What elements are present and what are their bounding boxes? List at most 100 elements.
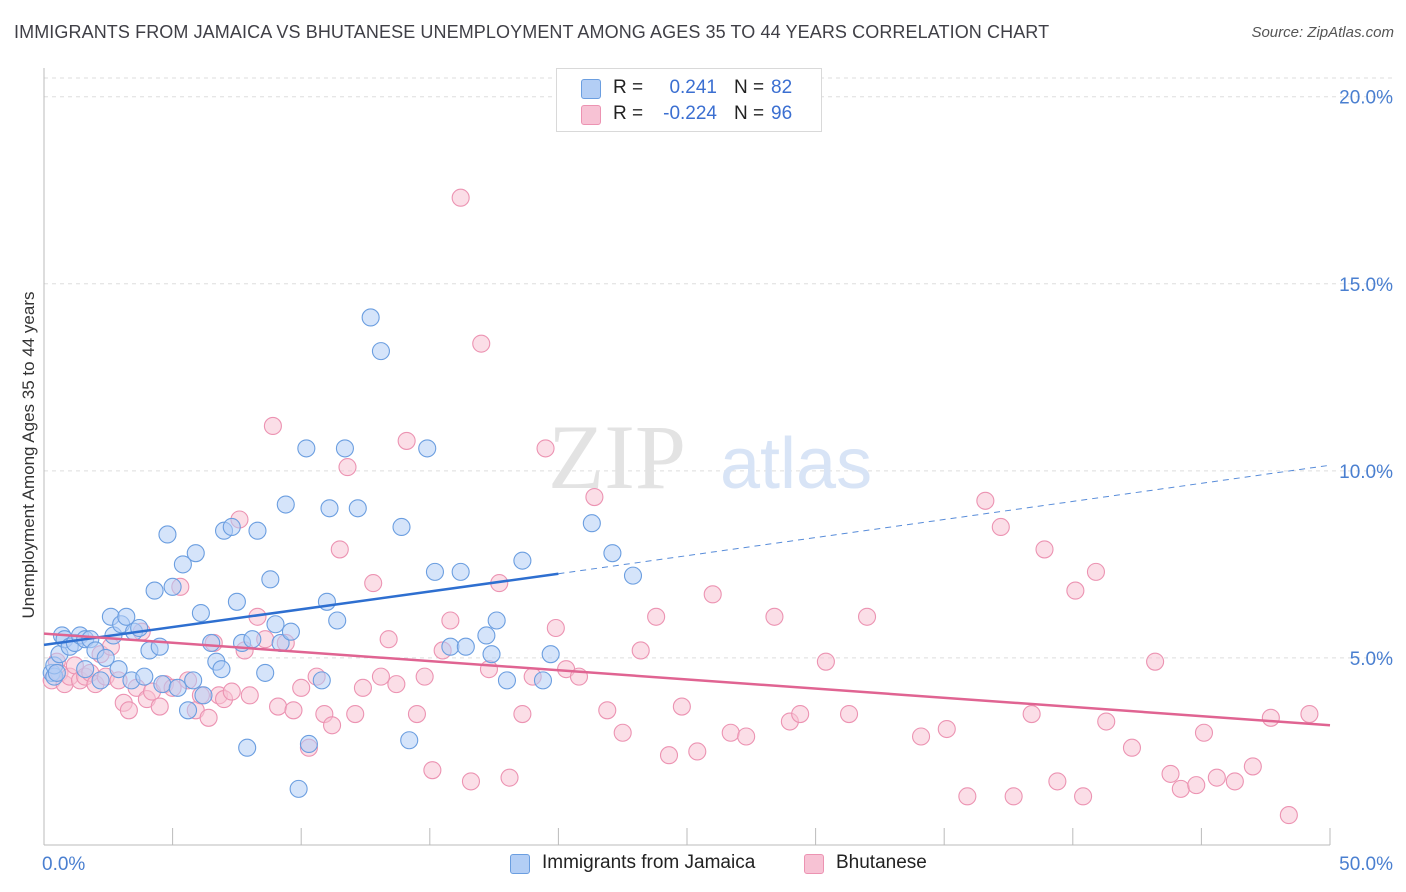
point-jamaica — [76, 660, 95, 679]
point-bhutanese — [857, 607, 877, 626]
y-tick-label: 15.0% — [1339, 275, 1393, 296]
point-bhutanese — [330, 540, 349, 559]
point-jamaica — [153, 675, 172, 694]
point-bhutanese — [1074, 787, 1093, 806]
series-swatch-jamaica — [510, 854, 530, 874]
point-bhutanese — [937, 719, 956, 739]
point-jamaica — [191, 603, 210, 623]
point-bhutanese — [353, 678, 372, 697]
x-tick-label: 0.0% — [42, 854, 85, 875]
point-jamaica — [145, 581, 164, 600]
point-jamaica — [482, 645, 501, 664]
watermark: ZIP atlas — [548, 406, 872, 508]
legend-r-value: -0.224 — [663, 103, 717, 124]
point-bhutanese — [199, 708, 218, 727]
point-bhutanese — [387, 675, 406, 694]
x-tick-label: 50.0% — [1339, 854, 1393, 875]
point-bhutanese — [613, 723, 632, 742]
point-jamaica — [186, 544, 205, 563]
point-jamaica — [533, 671, 553, 690]
point-bhutanese — [263, 416, 282, 436]
watermark-text-atlas: atlas — [720, 424, 872, 504]
point-bhutanese — [631, 641, 650, 660]
y-tick-label: 20.0% — [1339, 88, 1393, 109]
series-label-bhutanese: Bhutanese — [836, 852, 927, 873]
legend-n-value: 96 — [771, 103, 793, 124]
point-jamaica — [299, 734, 318, 754]
point-jamaica — [320, 499, 339, 518]
point-bhutanese — [912, 727, 931, 746]
point-bhutanese — [1207, 768, 1226, 787]
point-bhutanese — [839, 704, 859, 724]
point-bhutanese — [1171, 779, 1190, 798]
legend-n-label: N = — [734, 103, 765, 124]
point-jamaica — [243, 630, 262, 649]
point-jamaica — [276, 495, 295, 514]
point-jamaica — [202, 633, 221, 653]
point-jamaica — [418, 439, 437, 458]
point-bhutanese — [958, 787, 977, 806]
point-jamaica — [178, 701, 198, 720]
point-jamaica — [266, 615, 285, 634]
point-bhutanese — [423, 761, 442, 780]
point-jamaica — [261, 570, 280, 589]
chart-title: IMMIGRANTS FROM JAMAICA VS BHUTANESE UNE… — [14, 22, 1050, 42]
point-bhutanese — [546, 618, 565, 638]
legend-n-label: N = — [734, 77, 765, 98]
point-jamaica — [348, 499, 367, 518]
point-bhutanese — [441, 611, 460, 630]
point-bhutanese — [1261, 708, 1280, 727]
point-bhutanese — [292, 678, 311, 697]
point-bhutanese — [284, 701, 303, 720]
point-bhutanese — [647, 607, 666, 626]
point-bhutanese — [721, 723, 740, 742]
point-jamaica — [392, 517, 411, 537]
point-jamaica — [289, 779, 308, 798]
point-jamaica — [158, 525, 177, 544]
point-jamaica — [238, 738, 257, 757]
point-jamaica — [91, 671, 110, 690]
point-bhutanese — [1048, 772, 1067, 791]
y-tick-label: 10.0% — [1339, 462, 1393, 483]
point-jamaica — [297, 439, 316, 458]
trend-line-jamaica — [43, 572, 559, 647]
legend-r-value: 0.241 — [669, 77, 717, 98]
point-jamaica — [184, 671, 203, 690]
point-bhutanese — [991, 517, 1010, 537]
point-bhutanese — [472, 334, 491, 353]
point-bhutanese — [791, 704, 810, 724]
point-bhutanese — [1243, 757, 1262, 776]
point-bhutanese — [500, 768, 519, 787]
point-bhutanese — [346, 704, 365, 724]
point-bhutanese — [1300, 704, 1319, 724]
point-bhutanese — [240, 686, 259, 705]
point-bhutanese — [536, 439, 555, 458]
point-bhutanese — [150, 697, 169, 716]
point-jamaica — [361, 308, 380, 327]
point-jamaica — [425, 562, 444, 581]
source-label: Source: ZipAtlas.com — [1251, 24, 1394, 41]
point-jamaica — [173, 555, 192, 574]
legend-r-label: R = — [613, 103, 644, 124]
point-jamaica — [96, 648, 115, 667]
point-bhutanese — [976, 491, 995, 510]
correlation-legend: R = 0.241 N = 82 R = -0.224 N = 96 — [556, 68, 822, 132]
point-bhutanese — [672, 697, 691, 716]
point-bhutanese — [451, 188, 470, 207]
point-bhutanese — [688, 742, 707, 761]
point-bhutanese — [765, 607, 784, 626]
point-jamaica — [371, 342, 390, 361]
point-bhutanese — [1187, 776, 1206, 795]
point-jamaica — [135, 667, 154, 686]
point-bhutanese — [415, 667, 434, 686]
point-jamaica — [582, 514, 601, 533]
point-jamaica — [541, 645, 560, 664]
point-jamaica — [456, 637, 475, 656]
point-bhutanese — [1225, 772, 1244, 791]
trend-line-bhutanese — [43, 632, 1331, 727]
legend-swatch-bhutanese — [581, 105, 601, 125]
point-bhutanese — [1122, 738, 1142, 757]
point-jamaica — [335, 439, 354, 458]
point-bhutanese — [816, 652, 835, 671]
